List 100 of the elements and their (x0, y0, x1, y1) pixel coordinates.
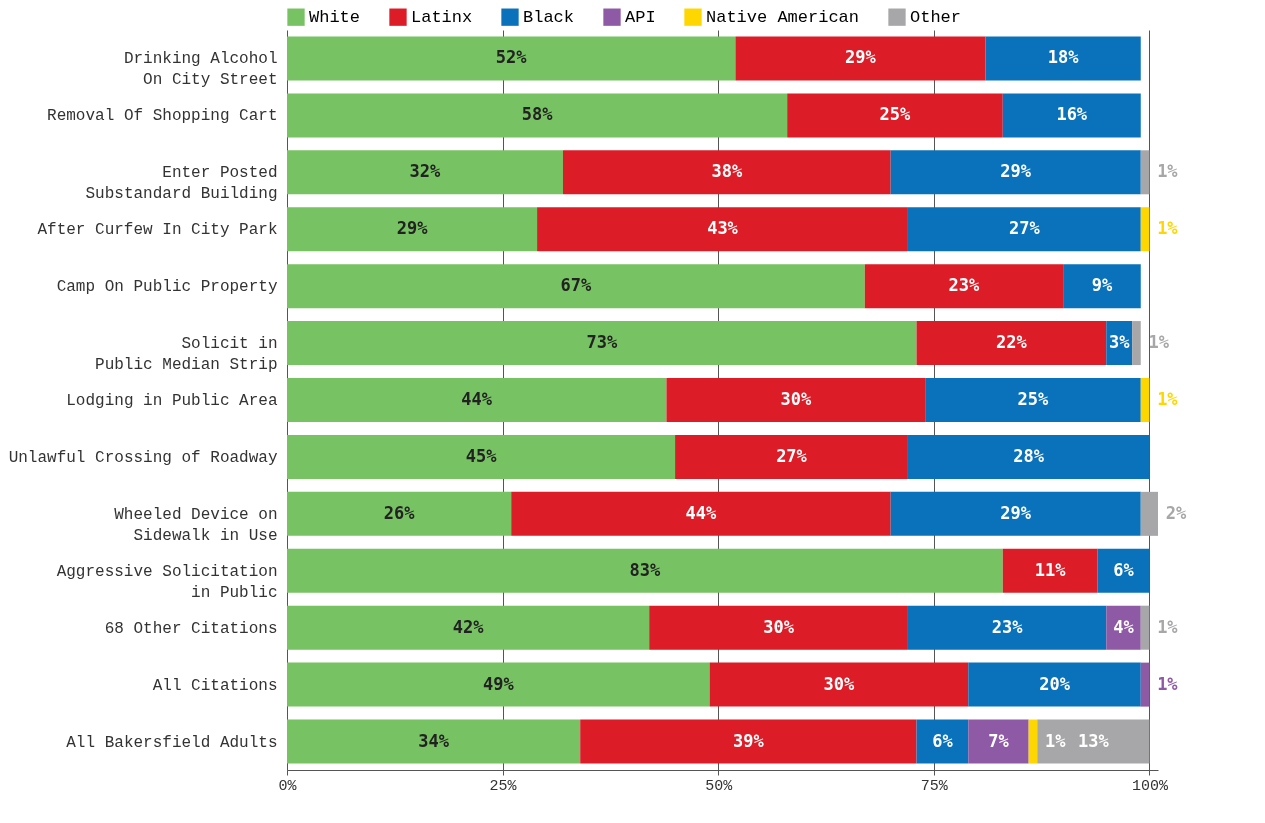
data-label: 13% (1077, 730, 1110, 751)
data-label: 6% (932, 730, 954, 751)
bar (287, 321, 917, 366)
bar (907, 605, 1107, 650)
data-label: 38% (711, 161, 743, 182)
y-tick-label: Enter Posted Substandard Building (85, 164, 278, 204)
y-tick-label: After Curfew In City Park (37, 221, 278, 240)
data-label: 52% (495, 47, 528, 68)
bar (968, 662, 1141, 707)
bar (537, 207, 908, 252)
bar (287, 207, 538, 252)
data-label: 44% (461, 389, 493, 409)
data-label: 1% (1157, 616, 1179, 637)
y-tick-label: Wheeled Device on Sidewalk in Use (114, 505, 278, 545)
y-tick-label: Removal Of Shopping Cart (47, 107, 278, 126)
data-label: 6% (1113, 559, 1135, 580)
bar (287, 491, 512, 536)
data-label: 58% (521, 104, 554, 125)
data-label: 29% (845, 47, 877, 68)
bar (1132, 321, 1141, 366)
data-label: 26% (383, 502, 416, 523)
y-tick-label: All Citations (152, 676, 278, 695)
data-label: 27% (1008, 218, 1041, 239)
data-label: 1% (1148, 332, 1170, 353)
bar (287, 150, 563, 195)
data-label: 43% (707, 218, 739, 239)
data-label: 67% (560, 275, 593, 296)
y-tick-label: Lodging in Public Area (66, 392, 278, 410)
y-tick-label: Aggressive Solicitation in Public (56, 562, 278, 602)
bar (1037, 719, 1150, 764)
bar (1140, 378, 1150, 422)
legend-label: Other (910, 8, 962, 28)
y-tick-label: 68 Other Citations (104, 619, 278, 638)
data-label: 4% (1113, 616, 1135, 637)
bar (968, 719, 1029, 764)
y-tick-label: Camp On Public Property (56, 278, 278, 297)
bar (287, 434, 676, 479)
y-tick-label: All Bakersfield Adults (66, 733, 278, 752)
bar (907, 207, 1141, 252)
data-label: 39% (733, 730, 765, 751)
bar (1063, 264, 1141, 309)
data-label: 23% (948, 275, 981, 296)
bar (787, 93, 1003, 138)
data-label: 1% (1157, 161, 1179, 182)
bar (864, 264, 1064, 309)
bar (1140, 605, 1150, 650)
x-tick-label: 50% (705, 777, 734, 795)
bar (1106, 605, 1141, 650)
bar (287, 605, 650, 650)
bar (287, 36, 736, 81)
legend-label: Black (523, 8, 575, 28)
legend-label: API (625, 8, 656, 28)
bar (287, 719, 581, 764)
bar (580, 719, 917, 764)
bar (1140, 662, 1150, 707)
y-tick-label: Drinking Alcohol On City Street (123, 50, 278, 90)
bar (890, 491, 1141, 536)
bar (649, 605, 908, 650)
data-label: 30% (780, 389, 812, 409)
data-label: 49% (482, 673, 515, 694)
data-label: 18% (1047, 47, 1080, 68)
data-label: 29% (1000, 161, 1032, 182)
data-label: 28% (1013, 445, 1045, 466)
bar (925, 378, 1141, 422)
bar (287, 378, 667, 422)
bar (1002, 548, 1098, 593)
data-label: 16% (1056, 104, 1088, 125)
data-label: 30% (823, 673, 856, 694)
data-label: 20% (1039, 673, 1071, 694)
bar (1002, 93, 1141, 138)
bar (1140, 491, 1158, 536)
bar (1097, 548, 1150, 593)
data-label: 29% (1000, 502, 1032, 523)
bar (511, 491, 891, 536)
bar (916, 719, 969, 764)
bar (287, 264, 865, 309)
x-tick-label: 75% (920, 777, 949, 795)
bar (890, 150, 1141, 195)
data-label: 29% (396, 218, 429, 239)
bar (666, 378, 926, 422)
bar (1028, 719, 1038, 764)
data-label: 32% (409, 161, 442, 182)
data-label: 44% (685, 502, 718, 523)
bar (287, 93, 788, 138)
data-label: 22% (996, 332, 1028, 353)
y-tick-label: Unlawful Crossing of Roadway (8, 448, 278, 467)
data-label: 3% (1108, 332, 1131, 353)
data-label: 1% (1157, 673, 1179, 694)
data-label: 9% (1091, 275, 1113, 296)
legend-label: White (309, 8, 361, 28)
data-label: 45% (465, 445, 498, 466)
bar (1140, 150, 1150, 195)
bar (1140, 207, 1150, 252)
data-label: 25% (1017, 389, 1050, 409)
data-label: 7% (988, 730, 1010, 751)
bar (287, 548, 1003, 593)
bar (735, 36, 986, 81)
bar (916, 321, 1107, 366)
bar (985, 36, 1141, 81)
bar (709, 662, 969, 707)
